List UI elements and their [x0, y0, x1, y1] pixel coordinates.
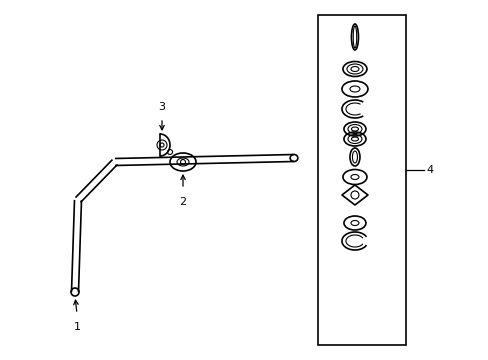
Bar	[317, 15, 405, 345]
Text: 1: 1	[73, 322, 81, 332]
Text: 3: 3	[158, 102, 165, 112]
Text: 4: 4	[425, 165, 432, 175]
Text: 2: 2	[179, 197, 186, 207]
